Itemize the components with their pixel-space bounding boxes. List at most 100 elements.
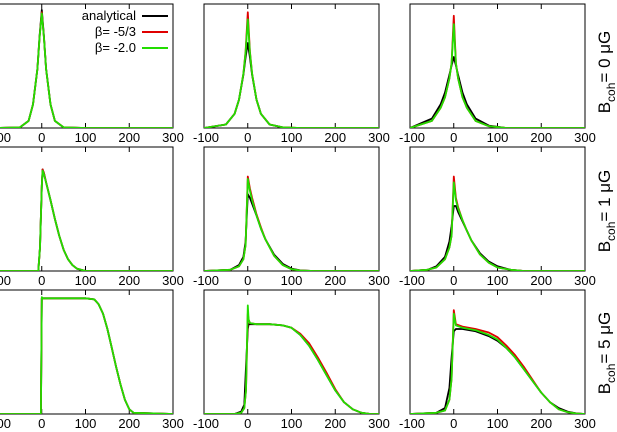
x-tick-label: 300 xyxy=(574,416,596,431)
series-line-beta-5-3 xyxy=(204,11,379,128)
x-tick-label: 300 xyxy=(162,416,184,431)
panel-r2-c1: 0 100 200 300 -100 xyxy=(193,289,390,431)
x-tick-label: 300 xyxy=(368,273,390,288)
axis-frame xyxy=(0,146,174,272)
series-line-beta-5-3 xyxy=(0,297,173,414)
panel-r1-c1: 0 100 200 300 -100 xyxy=(193,146,390,288)
x-tick-label: 0 xyxy=(450,273,457,288)
x-tick-label: 0 xyxy=(244,273,251,288)
series-line-beta-5-3 xyxy=(0,168,173,271)
x-tick-label: 0 xyxy=(38,130,45,145)
series-line-beta-2-0 xyxy=(0,12,173,128)
series-line-beta-2-0 xyxy=(204,177,379,271)
x-tick-label: 0 xyxy=(38,416,45,431)
row-label-2-rest: = 5 μG xyxy=(595,312,614,364)
panel-r0-c2: 0 100 200 300 -100 xyxy=(399,3,596,145)
series-line-beta-2-0 xyxy=(0,296,173,414)
x-tick-label: -100 xyxy=(0,273,11,288)
x-tick-label: 100 xyxy=(487,416,509,431)
series-line-analytical xyxy=(204,42,379,128)
row-label-2-main: B xyxy=(595,383,614,394)
x-tick-label: 0 xyxy=(38,273,45,288)
axis-frame xyxy=(0,289,174,415)
axis-frame xyxy=(409,3,586,129)
x-tick-label: 100 xyxy=(487,130,509,145)
row-label-1-sub: coh xyxy=(604,222,617,241)
row-label-1-rest: = 1 μG xyxy=(595,170,614,222)
row-label-2-sub: coh xyxy=(604,364,617,383)
legend-label-beta-2-0: β= -2.0 xyxy=(95,40,136,55)
row-label-1: Bcoh= 1 μG xyxy=(595,170,617,253)
series-line-analytical xyxy=(410,328,585,414)
x-tick-label: 300 xyxy=(368,416,390,431)
x-tick-label: 0 xyxy=(450,416,457,431)
x-tick-label: 100 xyxy=(487,273,509,288)
series-line-beta-5-3 xyxy=(410,175,585,271)
x-tick-label: 300 xyxy=(162,130,184,145)
x-tick-label: -100 xyxy=(399,273,425,288)
x-tick-label: 300 xyxy=(574,130,596,145)
x-tick-label: -100 xyxy=(0,416,11,431)
x-tick-label: 200 xyxy=(530,416,552,431)
x-tick-label: 0 xyxy=(244,416,251,431)
x-tick-label: 200 xyxy=(118,130,140,145)
series-line-beta-5-3 xyxy=(0,11,173,128)
series-line-beta-2-0 xyxy=(410,23,585,128)
panel-r0-c0: -100 0 100 200 300 xyxy=(0,3,184,145)
x-tick-label: 200 xyxy=(118,273,140,288)
x-tick-label: 300 xyxy=(574,273,596,288)
x-tick-label: -100 xyxy=(399,416,425,431)
x-tick-label: 0 xyxy=(450,130,457,145)
series-line-analytical xyxy=(0,297,173,414)
axis-frame xyxy=(409,289,586,415)
series-line-beta-2-0 xyxy=(410,181,585,271)
series-line-beta-5-3 xyxy=(410,309,585,414)
row-label-2: Bcoh= 5 μG xyxy=(595,312,617,395)
x-tick-label: 100 xyxy=(281,130,303,145)
panel-r1-c2: 0 100 200 300 -100 xyxy=(399,146,596,288)
legend-label-beta-5-3: β= -5/3 xyxy=(95,24,136,39)
x-tick-label: 100 xyxy=(75,416,97,431)
axis-frame xyxy=(409,146,586,272)
series-line-analytical xyxy=(0,168,173,271)
x-tick-label: -100 xyxy=(399,130,425,145)
series-line-analytical xyxy=(0,8,173,128)
x-tick-label: 200 xyxy=(324,130,346,145)
panel-r0-c1: 0 100 200 300 -100 xyxy=(193,3,390,145)
x-tick-label: 200 xyxy=(118,416,140,431)
x-tick-label: 300 xyxy=(162,273,184,288)
x-tick-label: -100 xyxy=(193,273,219,288)
series-line-analytical xyxy=(410,56,585,128)
axis-frame xyxy=(203,289,380,415)
x-tick-label: -100 xyxy=(193,130,219,145)
series-line-beta-2-0 xyxy=(204,304,379,414)
row-label-1-main: B xyxy=(595,241,614,252)
series-line-beta-2-0 xyxy=(410,312,585,414)
series-line-beta-5-3 xyxy=(204,175,379,271)
x-tick-label: 100 xyxy=(281,416,303,431)
x-tick-label: 0 xyxy=(244,130,251,145)
series-line-beta-2-0 xyxy=(0,169,173,271)
x-tick-label: 100 xyxy=(281,273,303,288)
panel-r1-c0: -100 0 100 200 300 xyxy=(0,146,184,288)
panel-r2-c0: -100 0 100 200 300 xyxy=(0,289,184,431)
row-label-0: Bcoh= 0 μG xyxy=(595,31,617,114)
x-tick-label: 200 xyxy=(530,130,552,145)
row-label-0-rest: = 0 μG xyxy=(595,31,614,83)
axis-frame xyxy=(203,3,380,129)
row-label-0-main: B xyxy=(595,102,614,113)
x-tick-label: 200 xyxy=(324,273,346,288)
x-tick-label: -100 xyxy=(0,130,11,145)
panels: -10001002003000100200300-1000100200300-1… xyxy=(0,3,596,431)
legend: analytical β= -5/3 β= -2.0 xyxy=(82,8,168,55)
legend-label-analytical: analytical xyxy=(82,8,136,23)
axis-frame xyxy=(203,146,380,272)
x-tick-label: 100 xyxy=(75,130,97,145)
x-tick-label: 200 xyxy=(530,273,552,288)
row-labels: Bcoh= 0 μG Bcoh= 1 μG Bcoh= 5 μG xyxy=(595,31,617,395)
series-line-analytical xyxy=(204,323,379,414)
x-tick-label: 200 xyxy=(324,416,346,431)
x-tick-label: -100 xyxy=(193,416,219,431)
row-label-0-sub: coh xyxy=(604,83,617,102)
